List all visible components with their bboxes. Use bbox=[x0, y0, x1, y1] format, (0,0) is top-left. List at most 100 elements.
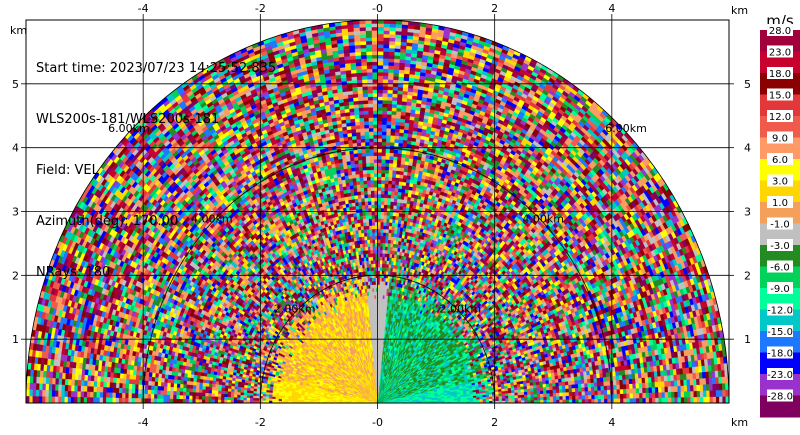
field-cell bbox=[539, 386, 544, 391]
field-cell bbox=[558, 378, 563, 383]
field-cell bbox=[642, 387, 647, 394]
field-cell bbox=[588, 398, 592, 403]
field-cell bbox=[645, 387, 650, 394]
field-cell bbox=[558, 381, 563, 386]
field-cell bbox=[680, 385, 685, 392]
field-cell bbox=[690, 396, 695, 403]
field-cell bbox=[578, 398, 583, 403]
field-cell bbox=[706, 390, 711, 397]
field-cell bbox=[619, 388, 624, 395]
field-cell bbox=[712, 383, 717, 391]
field-cell bbox=[622, 388, 627, 394]
field-cell bbox=[683, 385, 688, 392]
field-cell bbox=[596, 377, 601, 383]
field-cell bbox=[696, 384, 701, 392]
field-cell bbox=[674, 397, 679, 403]
field-cell bbox=[667, 380, 672, 387]
field-cell bbox=[571, 387, 576, 393]
field-cell bbox=[536, 393, 541, 398]
field-cell bbox=[616, 384, 621, 390]
field-cell bbox=[590, 386, 595, 392]
field-cell bbox=[708, 377, 713, 385]
field-cell bbox=[577, 383, 582, 388]
field-cell bbox=[658, 397, 663, 403]
field-cell bbox=[575, 399, 579, 403]
field-cell bbox=[565, 395, 570, 400]
field-cell bbox=[613, 393, 618, 399]
field-cell bbox=[530, 396, 535, 401]
field-cell bbox=[664, 397, 669, 403]
field-cell bbox=[648, 381, 653, 388]
field-cell bbox=[561, 384, 566, 390]
field-cell bbox=[578, 387, 582, 392]
field-cell bbox=[551, 375, 556, 380]
field-cell bbox=[574, 379, 579, 385]
field-cell bbox=[686, 378, 691, 386]
field-cell bbox=[616, 393, 621, 399]
velocity-field bbox=[26, 20, 729, 403]
field-cell bbox=[580, 383, 585, 388]
field-cell bbox=[536, 387, 541, 392]
field-cell bbox=[599, 372, 604, 378]
field-cell bbox=[594, 394, 599, 400]
field-cell bbox=[590, 378, 595, 383]
field-cell bbox=[568, 387, 573, 393]
field-cell bbox=[621, 374, 627, 380]
field-cell bbox=[524, 397, 528, 401]
field-cell bbox=[718, 389, 723, 397]
field-cell bbox=[680, 379, 685, 386]
field-cell bbox=[591, 390, 595, 396]
field-cell bbox=[498, 395, 503, 399]
field-cell bbox=[568, 384, 573, 389]
field-cell bbox=[533, 396, 538, 401]
field-cell bbox=[632, 392, 637, 399]
field-cell bbox=[524, 394, 528, 398]
field-cell bbox=[701, 371, 707, 379]
field-cell bbox=[622, 383, 627, 390]
field-cell bbox=[577, 375, 582, 381]
field-cell bbox=[638, 382, 643, 389]
field-cell bbox=[706, 396, 710, 403]
field-cell bbox=[715, 389, 720, 397]
field-cell bbox=[600, 389, 605, 395]
field-cell bbox=[683, 379, 688, 386]
field-cell bbox=[588, 394, 592, 400]
field-cell bbox=[581, 390, 586, 396]
field-cell bbox=[698, 371, 703, 379]
field-cell bbox=[593, 381, 598, 387]
field-cell bbox=[565, 391, 570, 397]
field-cell bbox=[552, 392, 557, 397]
field-cell bbox=[600, 394, 605, 399]
field-cell bbox=[667, 391, 672, 398]
field-cell bbox=[476, 398, 480, 402]
field-cell bbox=[501, 397, 506, 401]
field-cell bbox=[511, 394, 516, 399]
field-cell bbox=[552, 385, 557, 390]
field-cell bbox=[671, 391, 675, 398]
field-cell bbox=[606, 376, 611, 382]
field-cell bbox=[715, 383, 720, 391]
field-cell bbox=[555, 392, 560, 397]
field-cell bbox=[587, 382, 592, 388]
field-cell bbox=[682, 373, 687, 380]
field-cell bbox=[542, 380, 547, 385]
field-cell bbox=[635, 377, 640, 384]
field-cell bbox=[527, 391, 531, 395]
field-cell bbox=[567, 376, 572, 382]
field-cell bbox=[520, 388, 525, 393]
field-cell bbox=[597, 385, 602, 391]
field-cell bbox=[562, 395, 567, 400]
field-cell bbox=[628, 378, 633, 385]
field-cell bbox=[514, 397, 519, 401]
field-cell bbox=[558, 388, 563, 393]
field-cell bbox=[556, 395, 560, 400]
field-cell bbox=[642, 392, 647, 399]
field-cell bbox=[696, 396, 701, 403]
field-cell bbox=[504, 395, 509, 399]
field-cell bbox=[573, 372, 578, 377]
field-cell bbox=[597, 394, 602, 400]
field-cell bbox=[696, 378, 701, 386]
field-cell bbox=[634, 372, 639, 379]
field-cell bbox=[613, 398, 618, 403]
field-cell bbox=[677, 391, 682, 398]
